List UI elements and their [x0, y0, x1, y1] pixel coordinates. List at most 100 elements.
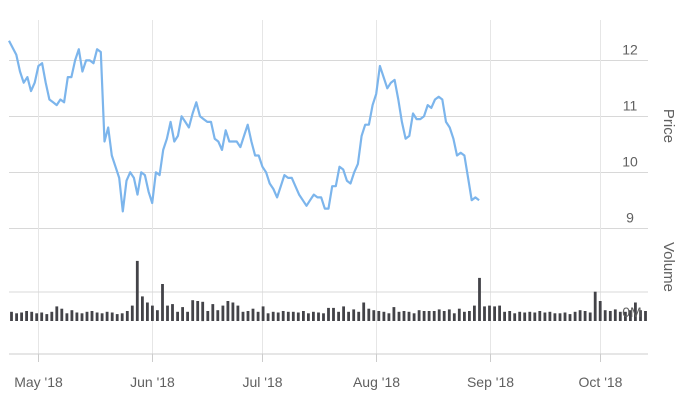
volume-bar — [246, 311, 250, 321]
volume-bar — [442, 311, 446, 321]
volume-bar — [55, 306, 59, 321]
volume-bar — [422, 311, 426, 321]
volume-bar — [302, 311, 305, 321]
volume-bar — [402, 311, 406, 321]
volume-bar — [85, 311, 89, 321]
volume-bar — [166, 305, 169, 321]
volume-bar — [392, 307, 396, 321]
volume-bar — [417, 310, 421, 321]
x-tick-label: Jun '18 — [130, 374, 175, 390]
price-tick-label: 10 — [622, 154, 638, 170]
volume-bar — [644, 311, 647, 321]
volume-bar — [624, 311, 627, 321]
volume-bar — [100, 313, 104, 321]
volume-bar — [427, 311, 431, 321]
volume-bar — [70, 310, 74, 321]
volume-bar — [312, 311, 315, 321]
volume-bar — [271, 311, 275, 321]
volume-bar — [382, 311, 386, 321]
volume-bar — [342, 306, 345, 321]
volume-axis-title: Volume — [660, 242, 677, 292]
volume-bar — [226, 301, 230, 321]
volume-bar — [146, 302, 149, 321]
volume-bar — [95, 312, 99, 321]
volume-bar — [528, 311, 532, 321]
volume-bar — [327, 307, 330, 321]
volume-bar — [10, 311, 13, 321]
volume-bar — [25, 311, 28, 321]
x-tick-label: Sep '18 — [467, 374, 514, 390]
volume-bar — [60, 308, 64, 321]
volume-bar — [241, 311, 245, 321]
volume-bar — [513, 313, 517, 321]
volume-bar — [463, 311, 466, 321]
volume-bar — [377, 311, 381, 321]
volume-bar — [281, 311, 285, 321]
volume-bar — [563, 312, 567, 321]
volume-bar — [45, 314, 49, 321]
volume-bar — [387, 313, 391, 321]
volume-bar — [125, 311, 129, 321]
price-tick-label: 9 — [626, 210, 634, 226]
volume-bar — [141, 296, 144, 321]
volume-bar — [548, 311, 552, 321]
volume-bar — [291, 311, 295, 321]
volume-bar — [276, 312, 280, 321]
x-tick-label: Jul '18 — [242, 374, 282, 390]
volume-bar — [251, 308, 255, 321]
volume-bar — [211, 304, 215, 321]
volume-bar — [30, 311, 34, 321]
volume-bars — [10, 260, 647, 322]
volume-bar — [447, 309, 451, 321]
volume-bar — [90, 311, 94, 321]
volume-bar — [317, 312, 320, 321]
volume-bar — [266, 313, 270, 321]
volume-bar — [337, 311, 340, 321]
volume-bar — [432, 311, 436, 321]
volume-bar — [357, 311, 361, 321]
volume-bar — [40, 312, 44, 321]
volume-bar — [256, 311, 260, 321]
x-axis-ticks: May '18 Jun '18 Jul '18 Aug '18 Sep '18 Oct '… — [14, 354, 623, 390]
volume-bar — [221, 305, 225, 321]
volume-bar — [322, 313, 325, 321]
volume-bar — [468, 311, 471, 321]
volume-bar — [347, 311, 350, 321]
volume-bar — [608, 311, 612, 321]
volume-bar — [216, 310, 220, 321]
volume-bar — [533, 312, 537, 321]
volume-bar — [488, 305, 491, 321]
volume-bar — [367, 308, 371, 321]
gridlines — [9, 20, 648, 354]
volume-bar — [201, 301, 205, 322]
volume-bar — [518, 311, 522, 321]
x-tick-label: Aug '18 — [353, 374, 400, 390]
volume-bar — [105, 311, 109, 321]
volume-bar — [603, 310, 607, 321]
volume-bar — [130, 305, 134, 321]
volume-bar — [362, 302, 366, 321]
volume-bar — [236, 305, 240, 321]
volume-bar — [412, 313, 416, 321]
volume-bar — [120, 313, 124, 321]
volume-bar — [110, 312, 114, 321]
price-tick-label: 11 — [623, 98, 638, 114]
volume-bar — [639, 310, 642, 321]
volume-bar — [483, 306, 486, 321]
volume-bar — [286, 311, 290, 321]
price-tick-label: 12 — [622, 42, 638, 58]
volume-bar — [508, 311, 512, 321]
volume-bar — [593, 291, 597, 321]
volume-bar — [613, 309, 617, 321]
price-line — [8, 40, 480, 213]
volume-bar — [35, 313, 39, 321]
volume-bar — [176, 311, 179, 321]
volume-bar — [352, 309, 356, 321]
volume-bar — [553, 313, 557, 321]
price-axis-ticks: 9 10 11 12 — [622, 42, 638, 226]
volume-bar — [437, 309, 441, 321]
volume-bar — [568, 314, 572, 321]
volume-bar — [196, 301, 200, 321]
volume-bar — [15, 313, 18, 321]
